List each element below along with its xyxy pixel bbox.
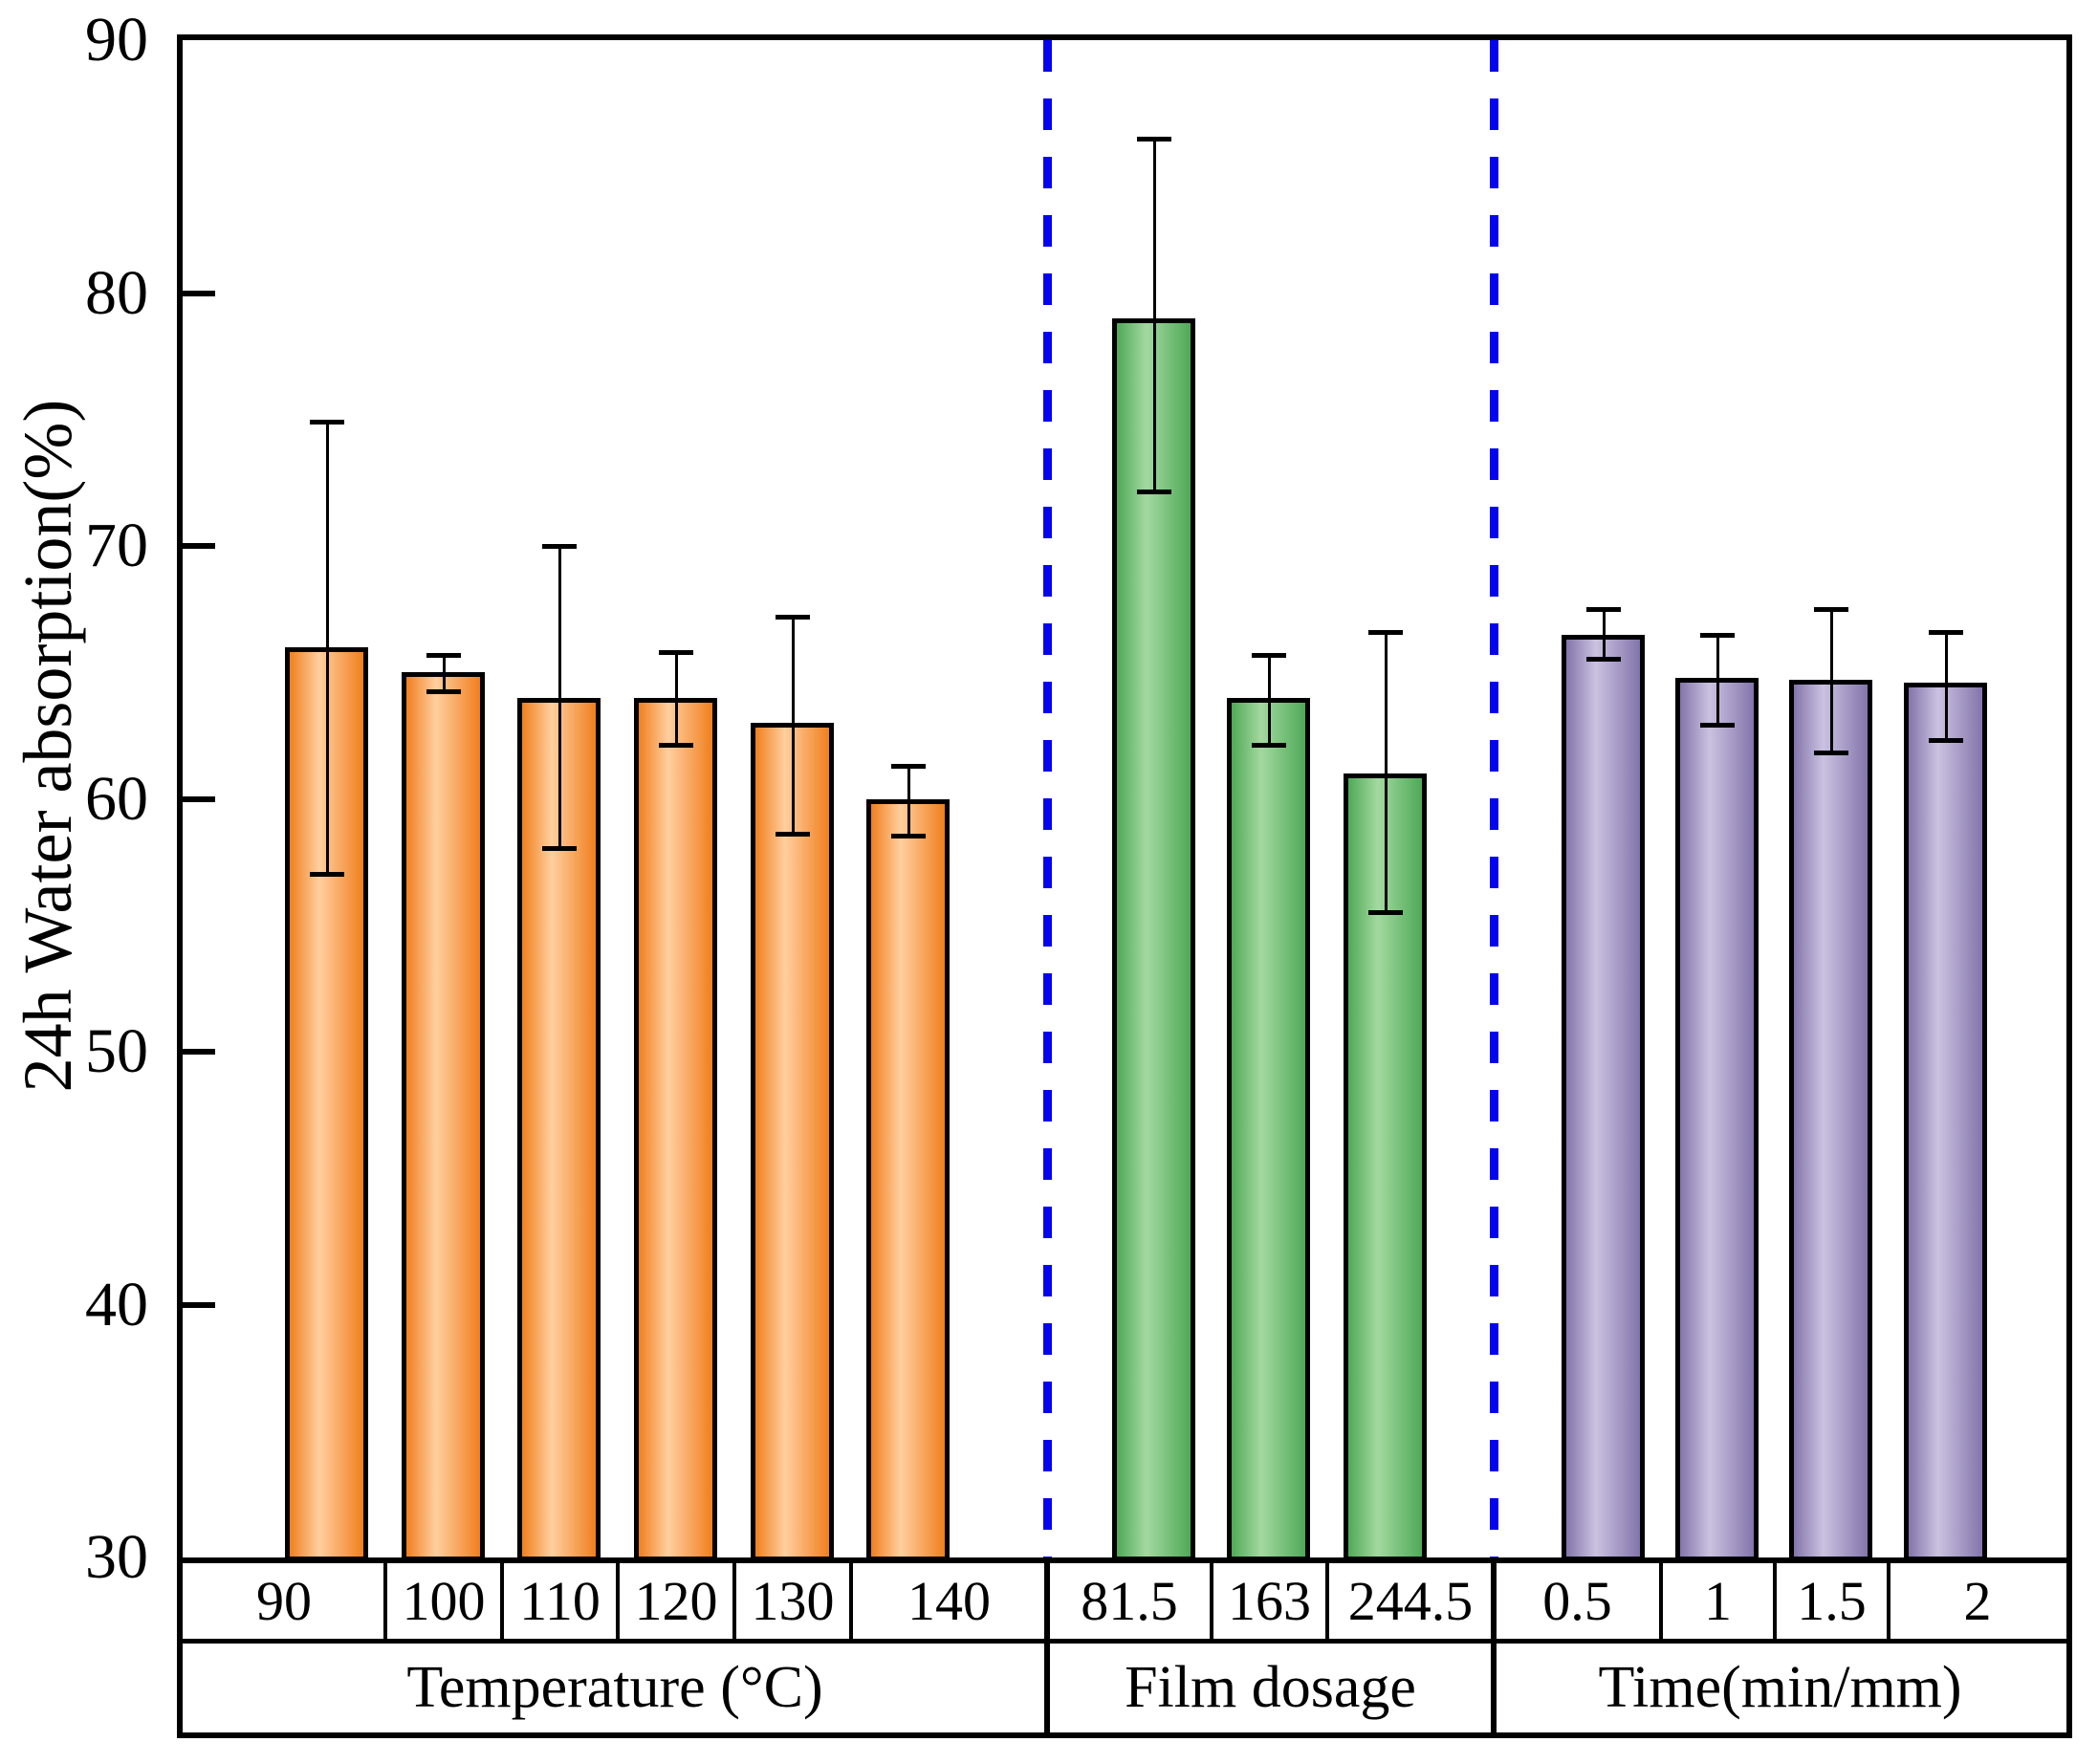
y-tick-label: 80: [85, 257, 148, 328]
error-bar-cap-bottom: [542, 846, 577, 852]
category-label: 163: [1228, 1570, 1311, 1632]
error-bar-cap-top: [310, 420, 344, 425]
category-label: 0.5: [1542, 1570, 1612, 1632]
y-axis-tick: [183, 290, 215, 296]
group-label: Temperature (°C): [406, 1655, 823, 1720]
category-cell-divider: [1773, 1563, 1777, 1639]
error-bar: [558, 546, 561, 850]
bar: [1675, 677, 1759, 1561]
error-bar-cap-top: [1137, 137, 1171, 142]
error-bar-cap-bottom: [310, 871, 344, 877]
y-tick-label: 40: [85, 1269, 148, 1339]
y-axis-tick: [183, 1301, 215, 1308]
error-bar: [907, 766, 910, 838]
bar: [1789, 680, 1872, 1561]
y-tick-label: 50: [85, 1016, 148, 1086]
error-bar-cap-bottom: [1137, 490, 1171, 495]
error-bar: [1945, 631, 1948, 741]
error-bar-cap-top: [426, 652, 461, 658]
error-bar: [1603, 609, 1606, 661]
error-bar-cap-top: [1929, 629, 1963, 635]
error-bar: [1716, 634, 1719, 726]
category-cell-divider: [616, 1563, 620, 1639]
table-right-border: [2066, 1563, 2072, 1738]
bar: [1112, 317, 1195, 1561]
error-bar-cap-bottom: [659, 742, 693, 748]
group-label: Film dosage: [1125, 1655, 1416, 1720]
category-cell-divider: [849, 1563, 853, 1639]
error-bar-cap-bottom: [426, 689, 461, 695]
category-cell-divider: [500, 1563, 504, 1639]
bar: [1904, 682, 1987, 1561]
table-group-divider: [1044, 1563, 1050, 1732]
group-separator-line: [1490, 40, 1498, 1557]
category-label: 81.5: [1081, 1570, 1178, 1632]
error-bar-cap-top: [891, 764, 926, 770]
error-bar-cap-top: [1252, 652, 1286, 658]
category-label: 110: [519, 1570, 601, 1632]
error-bar-cap-bottom: [1700, 722, 1735, 728]
error-bar-cap-top: [542, 544, 577, 549]
category-cell-divider: [732, 1563, 736, 1639]
error-bar-cap-bottom: [1929, 737, 1963, 743]
bar: [866, 798, 950, 1561]
bar: [634, 697, 717, 1561]
error-bar-cap-top: [1586, 607, 1621, 613]
category-label: 140: [907, 1570, 991, 1632]
error-bar-cap-top: [1814, 607, 1848, 613]
category-label: 1.5: [1797, 1570, 1867, 1632]
error-bar-cap-bottom: [1586, 657, 1621, 663]
category-label: 90: [256, 1570, 312, 1632]
y-axis-tick: [183, 543, 215, 549]
error-bar-cap-bottom: [1252, 742, 1286, 748]
group-separator-line: [1043, 40, 1052, 1557]
category-cell-divider: [1659, 1563, 1663, 1639]
bar: [402, 672, 485, 1561]
error-bar-cap-bottom: [891, 834, 926, 839]
category-label: 244.5: [1347, 1570, 1474, 1632]
error-bar-cap-bottom: [1814, 750, 1848, 755]
y-tick-label: 90: [85, 5, 148, 75]
error-bar-cap-top: [1368, 629, 1403, 635]
category-label: 100: [402, 1570, 486, 1632]
y-tick-label: 70: [85, 511, 148, 580]
category-label: 130: [751, 1570, 835, 1632]
error-bar: [1830, 609, 1833, 753]
error-bar: [1153, 139, 1156, 493]
error-bar: [1268, 654, 1271, 746]
error-bar: [675, 652, 678, 746]
bar: [1562, 634, 1645, 1561]
y-axis-tick: [183, 1049, 215, 1055]
y-tick-label: 60: [85, 763, 148, 834]
category-cell-divider: [1210, 1563, 1213, 1639]
category-label: 120: [634, 1570, 718, 1632]
error-bar: [792, 617, 795, 835]
bar: [751, 723, 834, 1561]
table-bottom-line: [177, 1732, 2072, 1738]
bar: [1227, 697, 1310, 1561]
error-bar: [443, 654, 446, 693]
table-mid-line: [177, 1639, 2072, 1644]
error-bar-cap-top: [776, 615, 810, 621]
category-label: 2: [1963, 1570, 1992, 1632]
error-bar: [326, 422, 329, 875]
category-cell-divider: [1887, 1563, 1890, 1639]
error-bar-cap-top: [659, 650, 693, 656]
category-cell-divider: [383, 1563, 387, 1639]
table-left-border: [177, 1563, 183, 1738]
group-label: Time(min/mm): [1598, 1655, 1962, 1720]
error-bar-cap-bottom: [1368, 909, 1403, 915]
category-label: 1: [1704, 1570, 1732, 1632]
y-axis-tick: [183, 795, 215, 802]
error-bar-cap-top: [1700, 632, 1735, 638]
error-bar: [1385, 631, 1388, 913]
table-group-divider: [1491, 1563, 1497, 1732]
category-cell-divider: [1325, 1563, 1329, 1639]
y-tick-label: 30: [85, 1522, 148, 1592]
error-bar-cap-bottom: [776, 831, 810, 837]
